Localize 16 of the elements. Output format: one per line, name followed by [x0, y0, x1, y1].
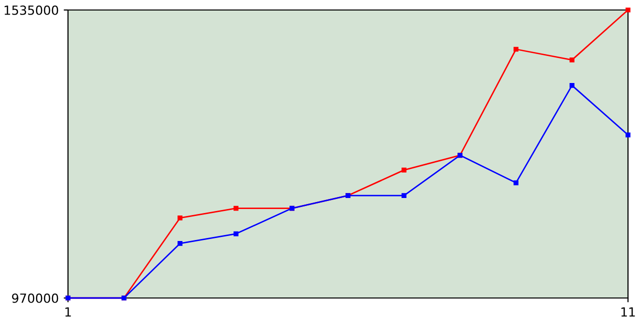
point — [178, 216, 182, 220]
point — [514, 180, 518, 186]
point — [626, 132, 630, 138]
point — [626, 8, 630, 12]
x-tick-label: 11 — [621, 307, 635, 317]
point — [402, 193, 406, 198]
point — [570, 83, 574, 88]
point — [402, 168, 406, 172]
y-tick-label: 1535000 — [4, 5, 58, 15]
x-tick-label: 1 — [65, 307, 71, 317]
point — [570, 58, 574, 62]
point — [234, 231, 238, 236]
point — [178, 241, 182, 246]
y-tick-label: 970000 — [12, 293, 58, 303]
point — [234, 206, 238, 211]
point — [514, 46, 518, 52]
